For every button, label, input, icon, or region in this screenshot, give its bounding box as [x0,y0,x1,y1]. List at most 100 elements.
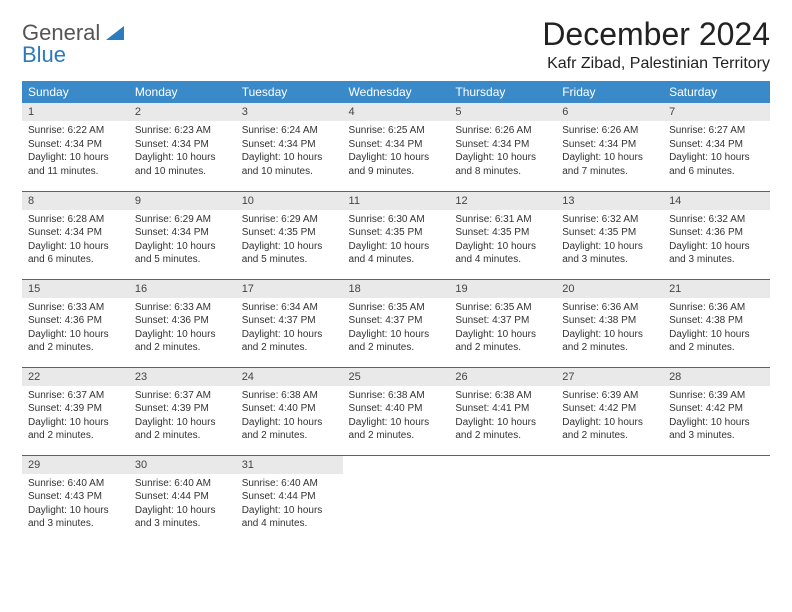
sunrise-text: Sunrise: 6:29 AM [135,213,230,227]
sunset-text: Sunset: 4:41 PM [455,402,550,416]
calendar-day-cell: 11Sunrise: 6:30 AMSunset: 4:35 PMDayligh… [343,191,450,279]
sunrise-text: Sunrise: 6:40 AM [135,477,230,491]
sunset-text: Sunset: 4:35 PM [562,226,657,240]
day-details: Sunrise: 6:38 AMSunset: 4:41 PMDaylight:… [449,386,556,449]
day-details: Sunrise: 6:38 AMSunset: 4:40 PMDaylight:… [343,386,450,449]
daylight-text: Daylight: 10 hours and 8 minutes. [455,151,550,178]
day-details: Sunrise: 6:29 AMSunset: 4:34 PMDaylight:… [129,210,236,273]
sunset-text: Sunset: 4:42 PM [562,402,657,416]
day-details: Sunrise: 6:36 AMSunset: 4:38 PMDaylight:… [556,298,663,361]
day-number: 11 [343,192,450,210]
sunrise-text: Sunrise: 6:38 AM [242,389,337,403]
day-number: 21 [663,280,770,298]
calendar-day-cell: 27Sunrise: 6:39 AMSunset: 4:42 PMDayligh… [556,367,663,455]
sunset-text: Sunset: 4:34 PM [455,138,550,152]
sunset-text: Sunset: 4:34 PM [135,138,230,152]
sunrise-text: Sunrise: 6:38 AM [349,389,444,403]
sunset-text: Sunset: 4:35 PM [242,226,337,240]
day-number: 20 [556,280,663,298]
day-details: Sunrise: 6:37 AMSunset: 4:39 PMDaylight:… [22,386,129,449]
calendar-day-cell: 1Sunrise: 6:22 AMSunset: 4:34 PMDaylight… [22,103,129,191]
day-number: 6 [556,103,663,121]
sunset-text: Sunset: 4:35 PM [349,226,444,240]
calendar-day-cell: 12Sunrise: 6:31 AMSunset: 4:35 PMDayligh… [449,191,556,279]
sunrise-text: Sunrise: 6:40 AM [242,477,337,491]
day-number: 26 [449,368,556,386]
title-block: December 2024 Kafr Zibad, Palestinian Te… [542,16,770,73]
calendar-day-cell: 17Sunrise: 6:34 AMSunset: 4:37 PMDayligh… [236,279,343,367]
sunrise-text: Sunrise: 6:26 AM [455,124,550,138]
sunrise-text: Sunrise: 6:35 AM [455,301,550,315]
daylight-text: Daylight: 10 hours and 2 minutes. [455,416,550,443]
daylight-text: Daylight: 10 hours and 2 minutes. [242,328,337,355]
sunset-text: Sunset: 4:39 PM [135,402,230,416]
day-number: 19 [449,280,556,298]
logo: General Blue [22,16,124,66]
daylight-text: Daylight: 10 hours and 2 minutes. [455,328,550,355]
calendar-day-cell: 4Sunrise: 6:25 AMSunset: 4:34 PMDaylight… [343,103,450,191]
day-number: 17 [236,280,343,298]
sunrise-text: Sunrise: 6:29 AM [242,213,337,227]
sunset-text: Sunset: 4:37 PM [455,314,550,328]
calendar-day-cell: 9Sunrise: 6:29 AMSunset: 4:34 PMDaylight… [129,191,236,279]
day-number: 5 [449,103,556,121]
daylight-text: Daylight: 10 hours and 9 minutes. [349,151,444,178]
sunset-text: Sunset: 4:34 PM [135,226,230,240]
calendar-table: Sunday Monday Tuesday Wednesday Thursday… [22,81,770,543]
calendar-day-cell: 7Sunrise: 6:27 AMSunset: 4:34 PMDaylight… [663,103,770,191]
logo-line2: Blue [22,42,66,67]
sunrise-text: Sunrise: 6:39 AM [669,389,764,403]
daylight-text: Daylight: 10 hours and 5 minutes. [242,240,337,267]
daylight-text: Daylight: 10 hours and 11 minutes. [28,151,123,178]
sunrise-text: Sunrise: 6:36 AM [562,301,657,315]
calendar-day-cell: 14Sunrise: 6:32 AMSunset: 4:36 PMDayligh… [663,191,770,279]
day-number: 24 [236,368,343,386]
day-details: Sunrise: 6:40 AMSunset: 4:43 PMDaylight:… [22,474,129,537]
day-number: 9 [129,192,236,210]
day-number: 1 [22,103,129,121]
sunrise-text: Sunrise: 6:34 AM [242,301,337,315]
calendar-day-cell: 18Sunrise: 6:35 AMSunset: 4:37 PMDayligh… [343,279,450,367]
calendar-day-cell: 28Sunrise: 6:39 AMSunset: 4:42 PMDayligh… [663,367,770,455]
day-details: Sunrise: 6:32 AMSunset: 4:35 PMDaylight:… [556,210,663,273]
calendar-day-cell: 10 Sunrise: 6:29 AMSunset: 4:35 PMDayligh… [236,191,343,279]
daylight-text: Daylight: 10 hours and 2 minutes. [135,416,230,443]
header: General Blue December 2024 Kafr Zibad, P… [22,16,770,73]
day-details: Sunrise: 6:24 AMSunset: 4:34 PMDaylight:… [236,121,343,184]
day-number: 23 [129,368,236,386]
day-number: 10 [236,192,343,210]
calendar-day-cell: 30Sunrise: 6:40 AMSunset: 4:44 PMDayligh… [129,455,236,543]
calendar-day-cell: 3Sunrise: 6:24 AMSunset: 4:34 PMDaylight… [236,103,343,191]
day-number: 27 [556,368,663,386]
calendar-day-cell: 8Sunrise: 6:28 AMSunset: 4:34 PMDaylight… [22,191,129,279]
logo-text: General Blue [22,22,124,66]
daylight-text: Daylight: 10 hours and 3 minutes. [135,504,230,531]
sunrise-text: Sunrise: 6:38 AM [455,389,550,403]
day-details: Sunrise: 6:26 AMSunset: 4:34 PMDaylight:… [556,121,663,184]
sunrise-text: Sunrise: 6:32 AM [562,213,657,227]
daylight-text: Daylight: 10 hours and 3 minutes. [669,416,764,443]
weekday-header-row: Sunday Monday Tuesday Wednesday Thursday… [22,81,770,103]
daylight-text: Daylight: 10 hours and 10 minutes. [135,151,230,178]
daylight-text: Daylight: 10 hours and 2 minutes. [242,416,337,443]
daylight-text: Daylight: 10 hours and 10 minutes. [242,151,337,178]
day-number: 31 [236,456,343,474]
calendar-day-cell: 24Sunrise: 6:38 AMSunset: 4:40 PMDayligh… [236,367,343,455]
daylight-text: Daylight: 10 hours and 7 minutes. [562,151,657,178]
sunrise-text: Sunrise: 6:24 AM [242,124,337,138]
daylight-text: Daylight: 10 hours and 6 minutes. [28,240,123,267]
calendar-day-cell: 29Sunrise: 6:40 AMSunset: 4:43 PMDayligh… [22,455,129,543]
sunset-text: Sunset: 4:36 PM [28,314,123,328]
daylight-text: Daylight: 10 hours and 2 minutes. [28,328,123,355]
sunrise-text: Sunrise: 6:28 AM [28,213,123,227]
day-details: Sunrise: 6:39 AMSunset: 4:42 PMDaylight:… [663,386,770,449]
day-details: Sunrise: 6:32 AMSunset: 4:36 PMDaylight:… [663,210,770,273]
sunrise-text: Sunrise: 6:36 AM [669,301,764,315]
sunrise-text: Sunrise: 6:37 AM [28,389,123,403]
day-details: Sunrise: 6:38 AMSunset: 4:40 PMDaylight:… [236,386,343,449]
daylight-text: Daylight: 10 hours and 5 minutes. [135,240,230,267]
sunset-text: Sunset: 4:43 PM [28,490,123,504]
daylight-text: Daylight: 10 hours and 2 minutes. [28,416,123,443]
daylight-text: Daylight: 10 hours and 2 minutes. [562,328,657,355]
calendar-day-cell: 22Sunrise: 6:37 AMSunset: 4:39 PMDayligh… [22,367,129,455]
